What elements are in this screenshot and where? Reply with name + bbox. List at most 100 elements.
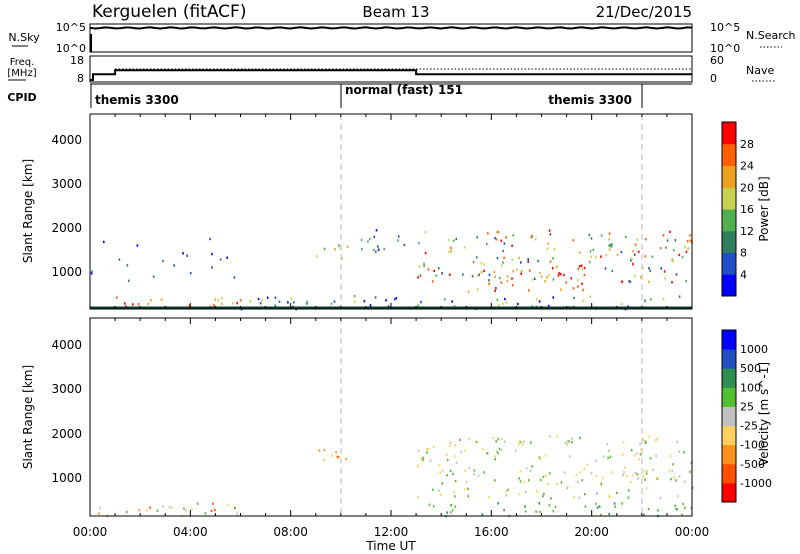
power-cell [558,272,561,275]
power-cell [659,247,662,250]
power-cell [150,298,152,302]
cpid-label: CPID [7,91,36,104]
velocity-cell [467,495,470,498]
power-cell [221,296,223,300]
velocity-cell [468,437,471,441]
power-cell [480,271,483,274]
power-cell [689,239,692,242]
velocity-cell [579,471,581,474]
velocity-cell [420,457,423,460]
power-cell [560,288,562,291]
velocity-ytick-1000: 1000 [51,471,82,485]
velocity-cell [535,510,537,513]
power-cell [363,300,366,303]
power-cell [219,258,222,261]
power-colorbar-swatch [722,230,736,253]
velocity-cell [529,469,532,472]
freq-panel-frame [89,55,693,83]
velocity-cell [682,502,685,506]
velocity-cell [675,507,677,511]
velocity-cell [190,507,193,511]
velocity-cell [571,437,573,440]
power-cell [565,281,568,284]
power-cell [531,305,534,308]
velocity-cell [566,486,569,489]
velocity-cell [486,452,489,455]
power-cell [506,275,509,278]
freq-left-label-1: Freq. [10,57,35,68]
power-cell [495,238,498,241]
velocity-cell [524,510,527,513]
velocity-cell [654,439,657,442]
velocity-cell [212,502,214,505]
power-cell [162,259,164,263]
power-cell [582,299,585,302]
power-cell [435,274,438,277]
velocity-cell [581,479,584,482]
power-cell [600,234,603,237]
velocity-cell [579,436,581,440]
power-cell [520,272,522,275]
power-cell [403,243,406,247]
power-cell [528,289,530,292]
velocity-cell [676,508,678,511]
velocity-cell [454,479,457,483]
velocity-cell [494,479,496,482]
power-cell [499,276,501,280]
power-cell [186,254,188,257]
velocity-cell [538,456,541,459]
power-cell [577,279,579,282]
power-cell [488,282,490,285]
power-cell [261,299,263,302]
power-colorbar-tick: 16 [740,203,754,216]
velocity-cell [440,493,442,496]
velocity-cell [514,449,517,452]
velocity-cell [501,437,503,441]
power-colorbar-tick: 8 [740,247,747,260]
velocity-cell [459,438,461,441]
velocity-cell [566,440,569,443]
power-cell [374,296,377,299]
power-cell [91,270,93,273]
velocity-cell [568,455,571,458]
power-cell [505,301,508,304]
velocity-cell [681,513,683,517]
power-cell [441,272,443,275]
power-cell [369,237,371,241]
power-cell [306,300,309,303]
velocity-cell [438,464,441,467]
power-cell [467,290,470,293]
velocity-cell [644,478,646,481]
velocity-cell [539,478,542,482]
velocity-cell [183,507,185,510]
power-cell [394,298,396,301]
power-cell [640,276,642,279]
power-panel-frame [89,113,693,310]
velocity-cell [672,463,674,466]
velocity-cell [227,503,230,507]
power-cell [494,236,496,240]
velocity-cell [649,457,652,460]
power-cell [616,253,619,257]
velocity-cell [542,495,544,498]
power-cell [330,302,333,305]
power-cell [395,297,398,300]
power-cell [182,252,184,255]
velocity-cell [454,443,457,447]
power-cell [583,266,586,270]
velocity-cell [549,435,551,438]
velocity-cell [544,454,547,457]
velocity-colorbar-swatch [722,444,736,465]
velocity-cell [676,495,679,498]
power-cell [648,280,650,284]
velocity-cell [611,471,613,474]
velocity-cell [690,461,693,464]
power-cell [367,240,369,243]
power-cell [547,242,550,245]
velocity-cell [126,510,128,514]
velocity-cell [519,480,522,483]
power-cell [644,299,646,302]
velocity-cell [645,441,647,444]
velocity-colorbar-swatch [722,425,736,446]
velocity-cell [652,468,654,472]
